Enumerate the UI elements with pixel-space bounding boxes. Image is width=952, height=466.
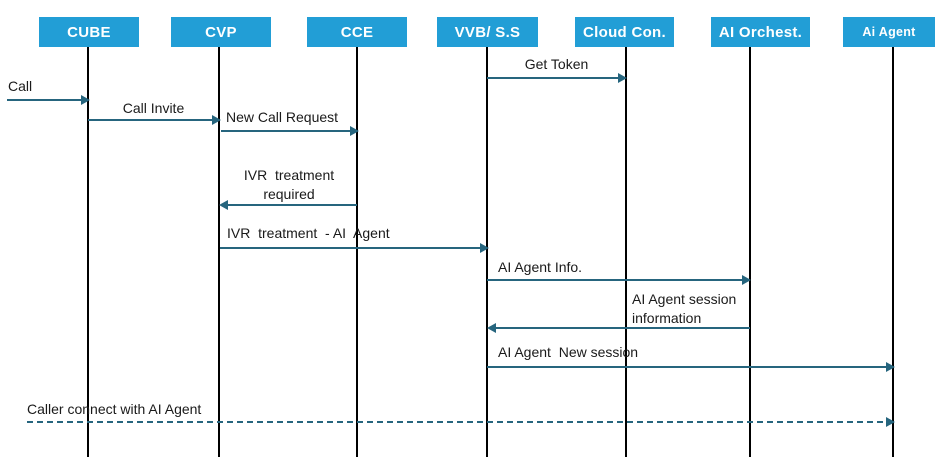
lifeline-ai-agent — [892, 47, 894, 457]
actor-box-cube: CUBE — [39, 17, 139, 47]
message-label-call-invite: Call Invite — [122, 100, 185, 116]
lifeline-cvp — [218, 47, 220, 457]
message-label-ai-agent-info: AI Agent Info. — [498, 259, 583, 275]
lifeline-cloud-con — [625, 47, 627, 457]
arrow-ai-agent-new-session — [487, 362, 895, 372]
arrow-caller-connect — [27, 417, 895, 427]
actor-box-cloud-con: Cloud Con. — [575, 17, 674, 47]
actor-box-cce: CCE — [307, 17, 407, 47]
arrow-ai-agent-session-information — [487, 323, 750, 333]
message-label-ivr-treatment-ai-agent: IVR treatment - AI Agent — [227, 225, 390, 241]
arrow-ai-agent-info — [487, 275, 751, 285]
message-label-ivr-treatment-required: IVR treatment required — [243, 167, 335, 202]
message-label-new-call-request: New Call Request — [226, 109, 339, 125]
lifeline-ai-orchest — [749, 47, 751, 457]
lifeline-cube — [87, 47, 89, 457]
actor-box-ai-orchest: AI Orchest. — [711, 17, 810, 47]
actor-box-cvp: CVP — [171, 17, 271, 47]
actor-box-ai-agent: Ai Agent — [843, 17, 935, 47]
message-label-ai-agent-session-information: AI Agent session information — [632, 291, 737, 326]
arrow-call-invite — [88, 115, 221, 125]
lifeline-cce — [356, 47, 358, 457]
arrow-ivr-treatment-ai-agent — [220, 243, 489, 253]
message-label-ai-agent-new-session: AI Agent New session — [498, 344, 639, 360]
arrow-call — [7, 95, 90, 105]
message-label-get-token: Get Token — [524, 56, 589, 72]
arrow-new-call-request — [221, 126, 359, 136]
message-label-call: Call — [8, 78, 33, 94]
arrow-get-token — [487, 73, 627, 83]
arrow-ivr-treatment-required — [219, 200, 357, 210]
message-label-caller-connect: Caller connect with AI Agent — [27, 401, 202, 417]
actor-box-vvb-ss: VVB/ S.S — [437, 17, 538, 47]
